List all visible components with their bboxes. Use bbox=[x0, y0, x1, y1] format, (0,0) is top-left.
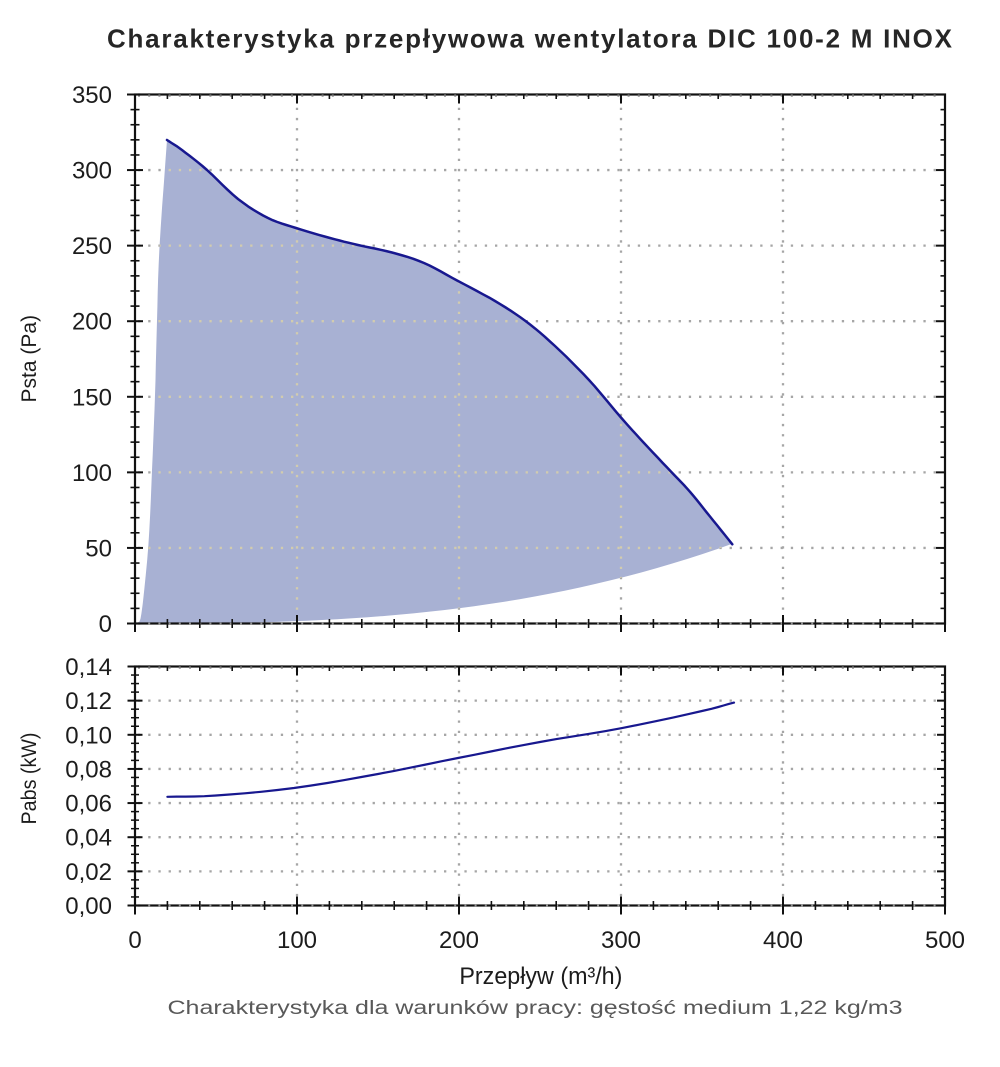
svg-text:150: 150 bbox=[72, 384, 112, 411]
svg-text:0,02: 0,02 bbox=[65, 859, 112, 886]
svg-text:500: 500 bbox=[925, 927, 965, 954]
svg-text:Pabs (kW): Pabs (kW) bbox=[18, 733, 41, 825]
svg-text:400: 400 bbox=[763, 927, 803, 954]
svg-text:0,04: 0,04 bbox=[65, 825, 112, 852]
svg-text:0,08: 0,08 bbox=[65, 756, 112, 783]
svg-text:0,10: 0,10 bbox=[65, 722, 112, 749]
svg-text:200: 200 bbox=[72, 309, 112, 336]
svg-text:250: 250 bbox=[72, 233, 112, 260]
svg-text:0,12: 0,12 bbox=[65, 688, 112, 715]
svg-text:50: 50 bbox=[85, 535, 112, 562]
svg-text:0,14: 0,14 bbox=[65, 654, 112, 681]
svg-text:Psta (Pa): Psta (Pa) bbox=[18, 315, 41, 403]
svg-text:Przepływ (m³/h): Przepływ (m³/h) bbox=[459, 963, 622, 990]
svg-text:0,00: 0,00 bbox=[65, 893, 112, 920]
svg-text:0,06: 0,06 bbox=[65, 791, 112, 818]
svg-text:200: 200 bbox=[439, 927, 479, 954]
svg-text:Charakterystyka dla warunków p: Charakterystyka dla warunków pracy: gęst… bbox=[168, 998, 903, 1019]
svg-text:Charakterystyka przepływowa we: Charakterystyka przepływowa wentylatora … bbox=[107, 24, 953, 54]
svg-text:100: 100 bbox=[72, 460, 112, 487]
svg-text:300: 300 bbox=[601, 927, 641, 954]
svg-text:0: 0 bbox=[128, 927, 141, 954]
svg-text:300: 300 bbox=[72, 158, 112, 185]
svg-text:0: 0 bbox=[99, 611, 112, 638]
svg-text:100: 100 bbox=[277, 927, 317, 954]
svg-text:350: 350 bbox=[72, 82, 112, 109]
